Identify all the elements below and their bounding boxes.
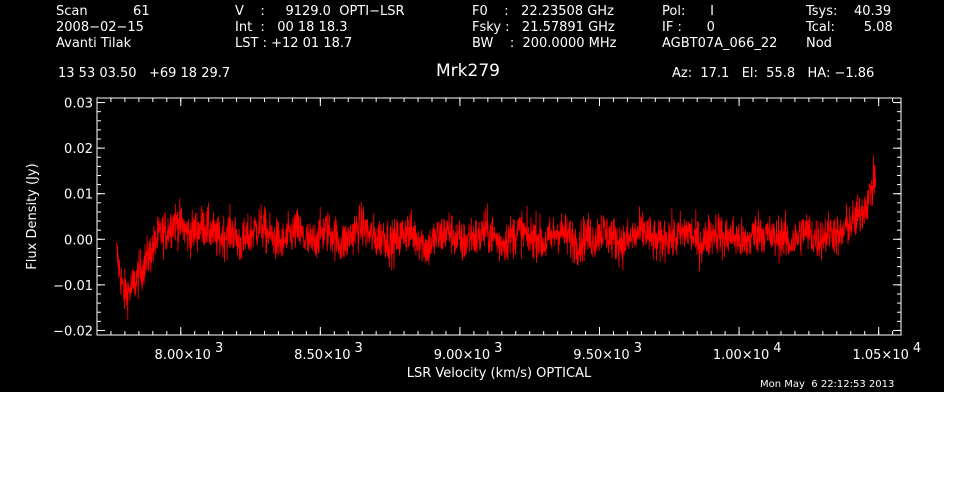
x-tick-label: 1.05×10 — [852, 348, 908, 363]
y-tick-label: 0.01 — [64, 188, 93, 203]
header-if: IF : 0 — [662, 20, 715, 35]
header-lst: LST : +12 01 18.7 — [235, 36, 353, 51]
y-axis-label: Flux Density (Jy) — [25, 163, 40, 269]
x-tick-label: 9.50×10 — [573, 348, 629, 363]
x-tick-exponent: 4 — [913, 341, 921, 356]
header-velocity: V : 9129.0 OPTI−LSR — [235, 4, 405, 19]
y-tick-label: 0.00 — [64, 233, 93, 248]
x-tick-exponent: 4 — [773, 341, 781, 356]
header-fsky: Fsky : 21.57891 GHz — [472, 20, 615, 35]
header-tcal: Tcal: 5.08 — [806, 20, 893, 35]
y-tick-label: −0.02 — [53, 324, 93, 339]
header-bandwidth: BW : 200.0000 MHz — [472, 36, 617, 51]
x-tick-exponent: 3 — [494, 341, 502, 356]
source-title: Mrk279 — [436, 61, 500, 81]
x-tick-exponent: 3 — [215, 341, 223, 356]
header-date: 2008−02−15 — [56, 20, 144, 35]
header-scan: Scan 61 — [56, 4, 150, 19]
timestamp: Mon May 6 22:12:53 2013 — [760, 379, 895, 390]
y-tick-label: −0.01 — [53, 279, 93, 294]
x-tick-label: 9.00×10 — [434, 348, 490, 363]
plot-window — [0, 0, 944, 392]
header-pol: Pol: I — [662, 4, 714, 19]
header-f0: F0 : 22.23508 GHz — [472, 4, 614, 19]
x-tick-exponent: 3 — [355, 341, 363, 356]
spectrum-chart: 8.00×10 3 8.50×10 3 9.00×10 3 9.50×10 3 1.00×10 4… — [25, 97, 921, 381]
x-tick-label: 8.50×10 — [294, 348, 350, 363]
header-observer: Avanti Tilak — [56, 36, 132, 51]
spectrum-trace — [116, 155, 877, 320]
header-integration: Int : 00 18 18.3 — [235, 20, 348, 35]
header-procedure: Nod — [806, 36, 832, 51]
x-tick-label: 1.00×10 — [713, 348, 769, 363]
plot-frame — [96, 97, 902, 336]
x-axis-label: LSR Velocity (km/s) OPTICAL — [407, 366, 592, 381]
header-tsys: Tsys: 40.39 — [806, 4, 892, 19]
y-tick-label: 0.03 — [64, 97, 93, 112]
header-coordinates: 13 53 03.50 +69 18 29.7 — [58, 66, 231, 81]
y-tick-label: 0.02 — [64, 142, 93, 157]
x-tick-label: 8.00×10 — [155, 348, 211, 363]
header-pointing: Az: 17.1 El: 55.8 HA: −1.86 — [672, 66, 875, 81]
x-tick-exponent: 3 — [634, 341, 642, 356]
header-project: AGBT07A_066_22 — [662, 36, 778, 51]
